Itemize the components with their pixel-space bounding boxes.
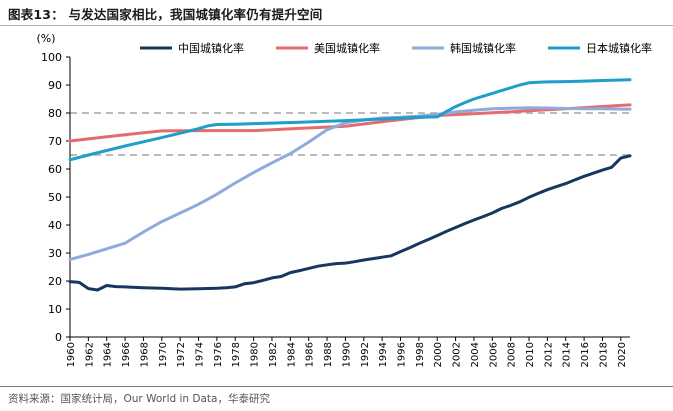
x-tick-label: 1982	[268, 342, 279, 367]
x-tick-label: 1986	[305, 342, 316, 367]
x-tick-label: 1964	[103, 342, 114, 367]
legend-label-4: 日本城镇化率	[586, 41, 652, 55]
x-tick-label: 2012	[543, 342, 554, 367]
x-tick-label: 1970	[158, 342, 169, 367]
x-tick-label: 1980	[250, 342, 261, 367]
legend: 中国城镇化率 美国城镇化率 韩国城镇化率 日本城镇化率	[140, 41, 652, 55]
x-tick-label: 2006	[488, 342, 499, 367]
x-tick-label: 2016	[580, 342, 591, 367]
y-tick-label: 30	[48, 247, 62, 260]
line-chart: 中国城镇化率 美国城镇化率 韩国城镇化率 日本城镇化率 (%) 0 10 20 30 40 50 6…	[36, 32, 652, 367]
reference-lines	[70, 112, 630, 156]
x-tick-label: 1974	[195, 342, 206, 367]
chart-area: 中国城镇化率 美国城镇化率 韩国城镇化率 日本城镇化率 (%) 0 10 20 30 40 50 6…	[0, 26, 673, 386]
x-tick-label: 2008	[507, 342, 518, 367]
x-tick-label: 1966	[121, 342, 132, 367]
figure-title: 图表13： 与发达国家相比，我国城镇化率仍有提升空间	[8, 7, 323, 22]
figure-header: 图表13： 与发达国家相比，我国城镇化率仍有提升空间	[0, 0, 673, 26]
x-tick-label: 1960	[66, 342, 77, 367]
x-tick-label: 1978	[231, 342, 242, 367]
x-tick-label: 1976	[213, 342, 224, 367]
y-tick-label: 70	[48, 135, 62, 148]
x-tick-label: 1988	[323, 342, 334, 367]
x-tick-label: 2018	[598, 342, 609, 367]
legend-label-2: 美国城镇化率	[314, 41, 380, 55]
y-tick-label: 90	[48, 79, 62, 92]
legend-label-3: 韩国城镇化率	[450, 41, 516, 55]
axes: (%) 0 10 20 30 40 50 60 70 80 90 100 1960 1962 1964 196…	[36, 32, 630, 367]
y-tick-label: 20	[48, 275, 62, 288]
source-note: 资料来源：国家统计局，Our World in Data，华泰研究	[8, 393, 270, 405]
x-tick-label: 2004	[470, 342, 481, 367]
x-tick-label: 1998	[415, 342, 426, 367]
legend-label-1: 中国城镇化率	[178, 41, 244, 55]
x-tick-label: 1968	[139, 342, 150, 367]
series-line-4	[68, 78, 632, 162]
y-tick-label: 60	[48, 163, 62, 176]
x-tick-label: 1992	[360, 342, 371, 367]
x-tick-label: 2014	[562, 342, 573, 367]
source-divider	[0, 386, 673, 387]
y-tick-label: 80	[48, 107, 62, 120]
series-line-1	[68, 154, 632, 292]
x-tick-label: 1962	[84, 342, 95, 367]
x-tick-label: 2010	[525, 342, 536, 367]
title-divider	[0, 25, 673, 26]
x-tick-label: 2002	[452, 342, 463, 367]
x-tick-label: 1994	[378, 342, 389, 367]
y-tick-label: 50	[48, 191, 62, 204]
y-tick-label: 40	[48, 219, 62, 232]
y-tick-label: 0	[55, 331, 62, 344]
y-tick-label: 100	[41, 51, 62, 64]
series-lines	[68, 78, 632, 292]
x-tick-label: 1972	[176, 342, 187, 367]
y-axis-unit-label: (%)	[36, 32, 55, 45]
x-tick-label: 1984	[286, 342, 297, 367]
y-tick-label: 10	[48, 303, 62, 316]
x-tick-label: 2020	[617, 342, 628, 367]
x-tick-label: 1990	[341, 342, 352, 367]
x-tick-label: 1996	[396, 342, 407, 367]
x-tick-label: 2000	[433, 342, 444, 367]
